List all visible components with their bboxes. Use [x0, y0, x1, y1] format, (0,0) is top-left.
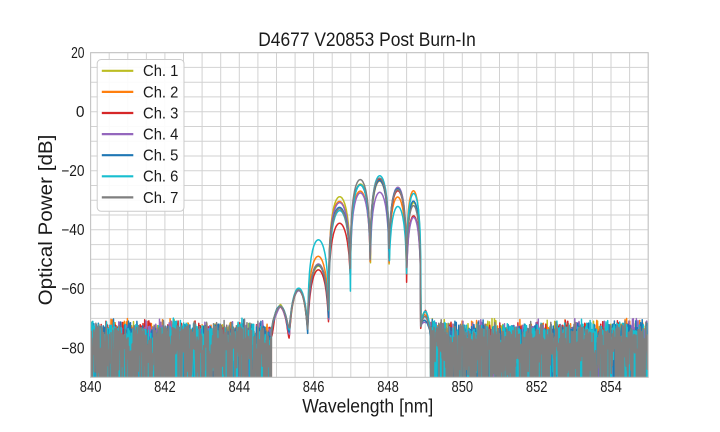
svg-text:Wavelength [nm]: Wavelength [nm]	[302, 396, 433, 418]
svg-text:−40: −40	[61, 222, 85, 239]
svg-text:−20: −20	[61, 163, 85, 180]
svg-text:846: 846	[303, 379, 325, 396]
svg-text:Ch. 7: Ch. 7	[143, 190, 178, 207]
svg-text:D4677 V20853 Post Burn-In: D4677 V20853 Post Burn-In	[258, 29, 476, 51]
svg-text:0: 0	[76, 104, 85, 121]
svg-text:Optical Power [dB]: Optical Power [dB]	[35, 135, 57, 306]
svg-text:844: 844	[229, 379, 251, 396]
svg-text:852: 852	[526, 379, 548, 396]
svg-text:Ch. 6: Ch. 6	[143, 169, 178, 186]
svg-text:848: 848	[377, 379, 399, 396]
svg-text:Ch. 5: Ch. 5	[143, 148, 178, 165]
svg-text:Ch. 2: Ch. 2	[143, 84, 178, 101]
svg-text:854: 854	[600, 379, 622, 396]
svg-text:842: 842	[154, 379, 176, 396]
svg-text:840: 840	[80, 379, 102, 396]
svg-text:20: 20	[71, 45, 85, 62]
svg-text:850: 850	[452, 379, 474, 396]
svg-text:Ch. 4: Ch. 4	[143, 127, 179, 144]
svg-text:Ch. 3: Ch. 3	[143, 105, 178, 122]
svg-text:−80: −80	[61, 340, 85, 357]
svg-text:Ch. 1: Ch. 1	[143, 63, 178, 80]
svg-text:−60: −60	[61, 281, 85, 298]
